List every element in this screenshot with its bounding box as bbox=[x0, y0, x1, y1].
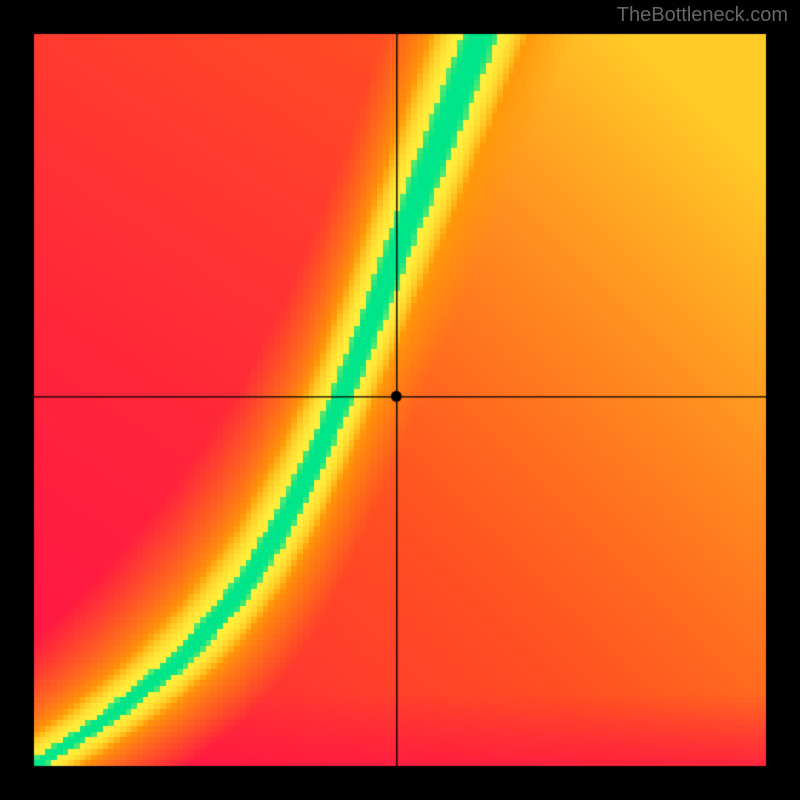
bottleneck-heatmap bbox=[0, 0, 800, 800]
watermark-text: TheBottleneck.com bbox=[617, 4, 788, 27]
chart-container: TheBottleneck.com bbox=[0, 0, 800, 800]
